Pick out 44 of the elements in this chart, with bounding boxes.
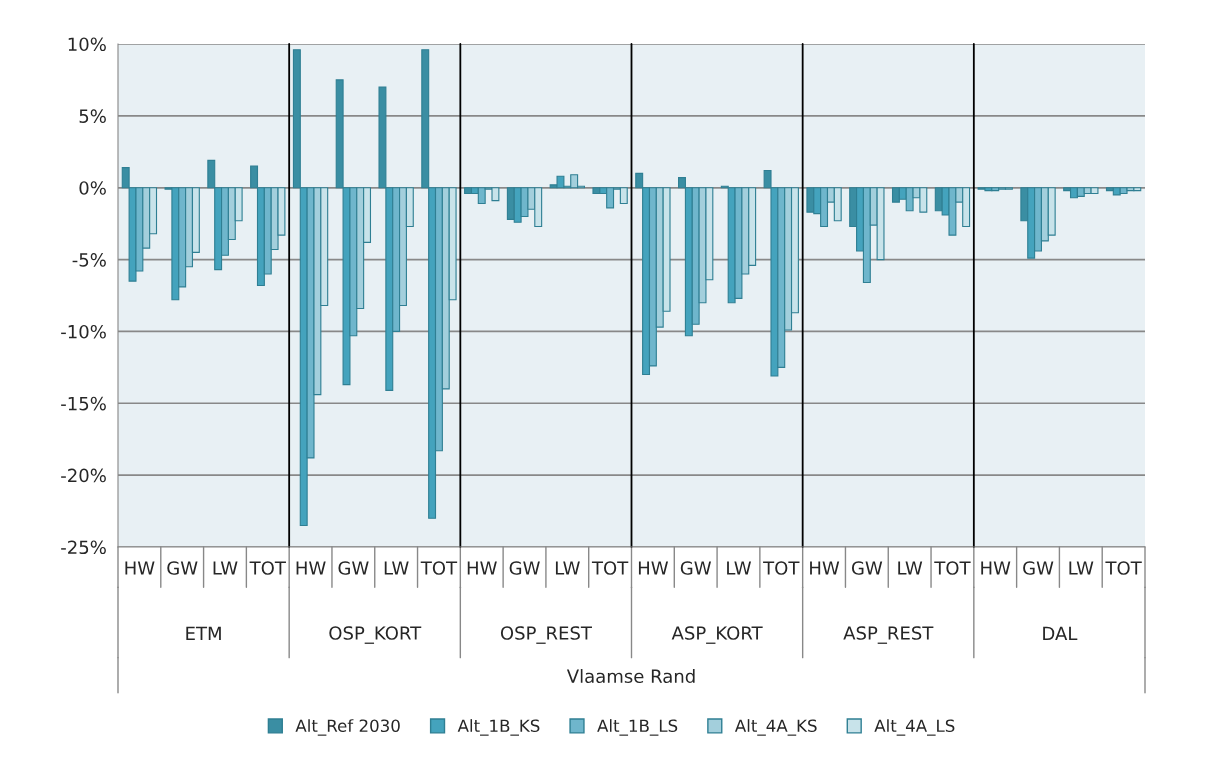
y-tick-label: -20% xyxy=(61,468,106,483)
x-tick-label: LW xyxy=(213,561,238,575)
x-tick-label: GW xyxy=(680,561,712,575)
text: DAL xyxy=(1043,626,1078,641)
legend-label: Alt_4A_KS xyxy=(734,719,817,736)
legend-label: Alt_4A_LS xyxy=(874,719,955,736)
x-tick-label: LW xyxy=(1069,561,1094,575)
text: ASP_REST xyxy=(843,626,934,644)
legend-label: Alt_Ref 2030 xyxy=(295,719,400,736)
x-tick-label: GW xyxy=(338,561,369,575)
x-tick-label: HW xyxy=(810,561,840,575)
x-tick-label: LW xyxy=(384,561,409,575)
text: ASP_KORT xyxy=(671,626,763,644)
x-tick-label: HW xyxy=(467,561,497,575)
x-tick-label: TOT xyxy=(591,561,629,575)
text: Vlaamse Rand xyxy=(566,669,695,684)
y-tick-label: 10% xyxy=(68,37,106,52)
y-tick-label: -10% xyxy=(61,324,106,339)
y-tick-label: 5% xyxy=(79,109,106,123)
x-tick-label: TOT xyxy=(1105,561,1142,575)
x-tick-label: HW xyxy=(981,561,1011,575)
x-tick-label: TOT xyxy=(249,561,286,575)
x-tick-label: TOT xyxy=(934,561,971,575)
x-tick-label: GW xyxy=(851,561,883,575)
y-tick-label: -15% xyxy=(61,396,106,411)
x-tick-label: LW xyxy=(555,561,580,575)
legend-label: Alt_1B_KS xyxy=(457,719,540,736)
x-tick-label: HW xyxy=(125,561,155,575)
text: ETM xyxy=(186,626,221,641)
text: OSP_REST xyxy=(500,626,592,644)
x-tick-label: TOT xyxy=(420,561,458,575)
x-tick-label: HW xyxy=(638,561,669,575)
y-tick-label: 0% xyxy=(79,181,106,195)
x-tick-label: GW xyxy=(167,561,198,575)
y-tick-label: -25% xyxy=(61,540,106,555)
x-tick-label: GW xyxy=(1023,561,1054,575)
x-tick-label: TOT xyxy=(763,561,800,575)
text: OSP_KORT xyxy=(329,626,422,644)
y-tick-label: -5% xyxy=(72,253,106,267)
x-tick-label: LW xyxy=(727,561,752,575)
legend-label: Alt_1B_LS xyxy=(597,719,678,736)
x-tick-label: GW xyxy=(509,561,540,575)
x-tick-label: HW xyxy=(296,561,326,575)
x-tick-label: LW xyxy=(898,561,923,575)
